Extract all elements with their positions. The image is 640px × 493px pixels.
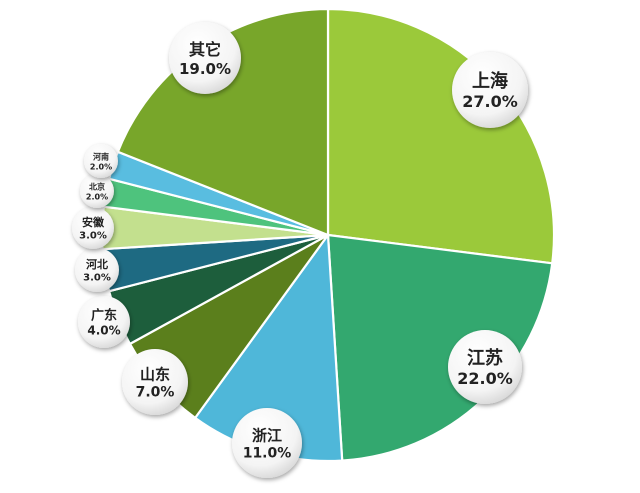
slice-label-8: 北京2.0%: [80, 174, 114, 208]
slice-percent: 3.0%: [83, 273, 111, 284]
slice-label-5: 广东4.0%: [78, 296, 130, 348]
slice-label-3: 浙江 11.0%: [232, 408, 302, 478]
slice-name: 广东: [91, 308, 117, 324]
slice-name: 山东: [140, 365, 170, 383]
label-bubble: [232, 408, 302, 478]
slice-label-4: 山东 7.0%: [122, 349, 188, 415]
slice-percent: 2.0%: [90, 162, 112, 171]
slice-percent: 3.0%: [79, 231, 107, 242]
label-bubble: [452, 52, 528, 128]
slice-percent: 2.0%: [86, 192, 108, 201]
slice-name: 其它: [189, 40, 221, 59]
label-bubble: [78, 296, 130, 348]
slice-name: 北京: [89, 182, 105, 192]
slice-name: 河南: [93, 152, 109, 162]
slice-percent: 4.0%: [87, 324, 120, 338]
label-bubble: [122, 349, 188, 415]
slice-percent: 11.0%: [243, 446, 292, 462]
slice-percent: 7.0%: [136, 385, 175, 401]
slice-name: 安徽: [82, 215, 105, 229]
slice-name: 河北: [86, 257, 108, 271]
pie-slice-2: [326, 233, 554, 462]
pie-slice-1: [326, 7, 556, 265]
slice-label-9: 河南2.0%: [84, 144, 118, 178]
label-bubble: [80, 174, 114, 208]
label-bubble: [75, 248, 119, 292]
pie-slices: [100, 7, 556, 463]
label-bubble: [72, 207, 114, 249]
slice-percent: 19.0%: [179, 60, 231, 78]
label-bubble: [84, 144, 118, 178]
slice-percent: 27.0%: [462, 92, 518, 111]
slice-label-6: 河北 3.0%: [75, 248, 119, 292]
slice-name: 上海: [472, 70, 508, 92]
slice-name: 江苏: [467, 347, 503, 369]
slice-name: 浙江: [252, 426, 282, 444]
label-bubble: [169, 22, 241, 94]
slice-percent: 22.0%: [457, 369, 513, 388]
pie-labels: 上海27.0%江苏22.0%浙江11.0%山东7.0%广东4.0%河北3.0%安…: [72, 22, 528, 478]
slice-label-7: 安徽 3.0%: [72, 207, 114, 249]
label-bubble: [448, 330, 522, 404]
